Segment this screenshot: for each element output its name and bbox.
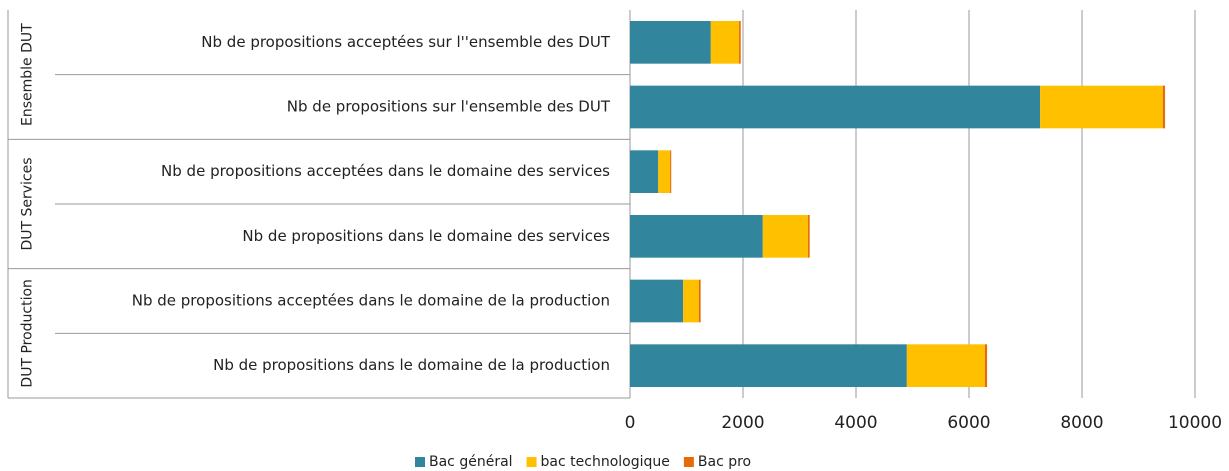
- legend-label: bac technologique: [541, 454, 670, 470]
- group-label: Ensemble DUT: [20, 23, 36, 126]
- bar: [658, 150, 671, 194]
- bar: [739, 20, 741, 64]
- legend-label: Bac pro: [698, 454, 751, 470]
- bar: [1040, 85, 1163, 129]
- bar: [630, 150, 659, 194]
- legend-swatch: [415, 457, 425, 467]
- legend-label: Bac général: [429, 454, 513, 470]
- bar: [762, 214, 808, 258]
- bar: [630, 214, 763, 258]
- bar: [630, 279, 684, 323]
- y-tick-label: Nb de propositions dans le domaine des s…: [242, 227, 610, 245]
- x-tick-label: 8000: [1060, 413, 1103, 433]
- legend-swatch: [683, 457, 694, 467]
- bar: [683, 279, 699, 323]
- x-tick-label: 6000: [947, 413, 990, 433]
- bar: [807, 214, 810, 258]
- x-tick-label: 0: [625, 413, 636, 433]
- bar: [630, 344, 907, 388]
- bar: [670, 150, 672, 194]
- group-label: DUT Production: [20, 279, 36, 388]
- bar: [630, 20, 711, 64]
- bar: [1162, 85, 1166, 129]
- y-tick-label: Nb de propositions acceptées sur l''ense…: [201, 33, 611, 51]
- bar: [630, 85, 1041, 129]
- y-tick-label: Nb de propositions acceptées dans le dom…: [161, 162, 610, 180]
- y-tick-label: Nb de propositions dans le domaine de la…: [213, 356, 610, 374]
- bar: [984, 344, 988, 388]
- bar: [698, 279, 701, 323]
- y-tick-label: Nb de propositions acceptées dans le dom…: [132, 292, 610, 310]
- legend-swatch: [526, 457, 537, 467]
- x-tick-label: 2000: [721, 413, 764, 433]
- bar: [906, 344, 985, 388]
- y-tick-label: Nb de propositions sur l'ensemble des DU…: [287, 98, 611, 116]
- x-tick-label: 10000: [1168, 413, 1222, 433]
- group-label: DUT Services: [20, 157, 36, 250]
- bar: [710, 20, 740, 64]
- x-tick-label: 4000: [834, 413, 877, 433]
